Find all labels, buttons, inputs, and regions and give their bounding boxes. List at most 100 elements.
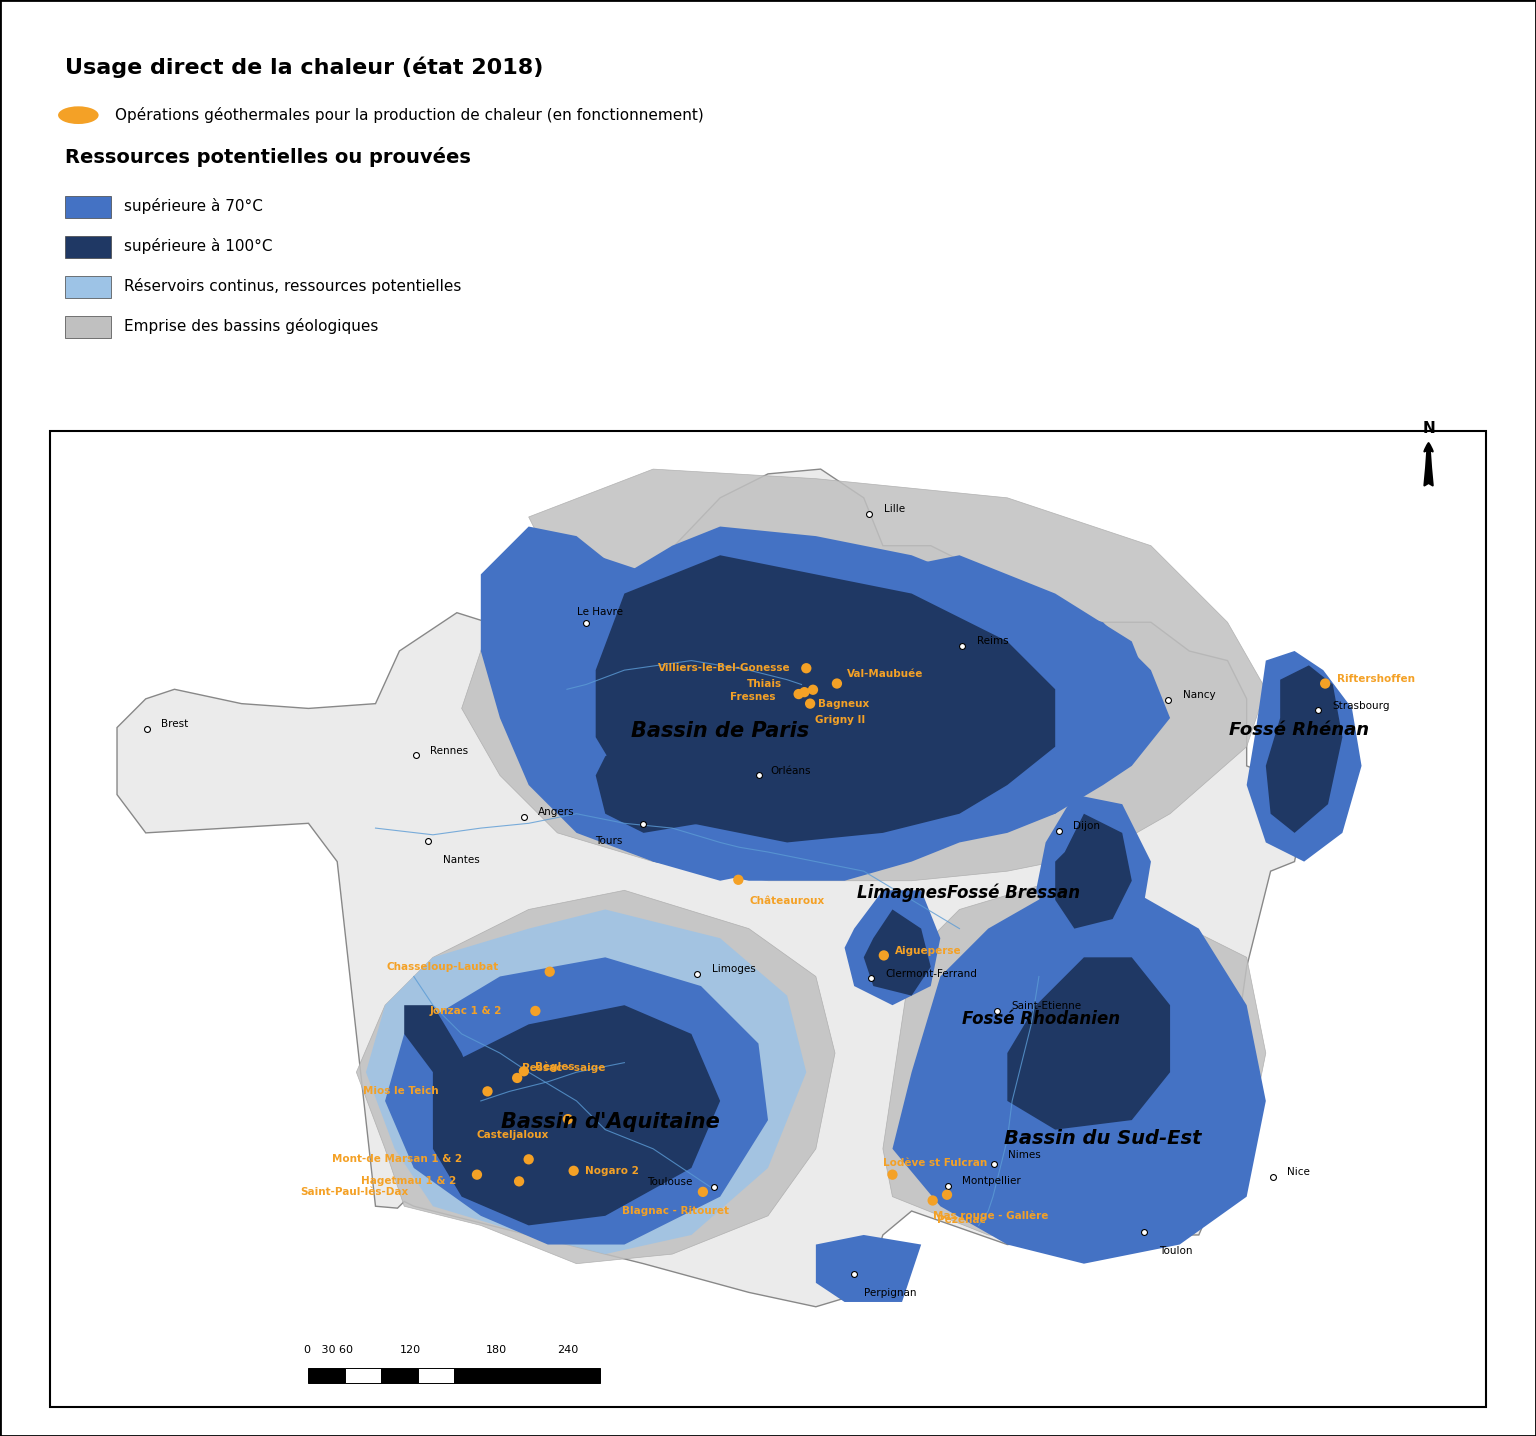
Point bbox=[516, 1147, 541, 1170]
Point bbox=[1046, 820, 1071, 843]
Text: Châteauroux: Châteauroux bbox=[750, 896, 825, 906]
Point bbox=[702, 1176, 727, 1199]
Text: 0   30 60: 0 30 60 bbox=[304, 1344, 353, 1354]
Text: Tours: Tours bbox=[594, 837, 622, 846]
Text: Hagetmau 1 & 2: Hagetmau 1 & 2 bbox=[361, 1176, 456, 1186]
Polygon shape bbox=[386, 958, 768, 1245]
Point bbox=[746, 764, 771, 787]
Polygon shape bbox=[816, 1235, 922, 1302]
Text: Lille: Lille bbox=[883, 504, 905, 514]
Text: N: N bbox=[1422, 421, 1435, 435]
Polygon shape bbox=[596, 728, 720, 833]
Bar bbox=[564, 1369, 599, 1383]
Point bbox=[786, 682, 811, 705]
Text: Montpellier: Montpellier bbox=[963, 1176, 1021, 1186]
Point bbox=[1132, 1221, 1157, 1244]
Point bbox=[685, 962, 710, 985]
Text: Toulouse: Toulouse bbox=[647, 1178, 693, 1188]
Polygon shape bbox=[462, 470, 1266, 880]
Polygon shape bbox=[1055, 814, 1132, 929]
Text: Bagneux: Bagneux bbox=[817, 699, 869, 709]
Polygon shape bbox=[863, 556, 1150, 823]
Text: Perpignan: Perpignan bbox=[863, 1288, 917, 1298]
Text: Mont-de Marsan 1 & 2: Mont-de Marsan 1 & 2 bbox=[332, 1155, 462, 1165]
Point bbox=[880, 1163, 905, 1186]
Text: Brest: Brest bbox=[161, 719, 189, 728]
Text: Fossé Rhénan: Fossé Rhénan bbox=[1229, 721, 1370, 740]
Polygon shape bbox=[1037, 794, 1150, 948]
Text: Dijon: Dijon bbox=[1074, 821, 1100, 831]
FancyBboxPatch shape bbox=[65, 276, 111, 299]
FancyBboxPatch shape bbox=[65, 316, 111, 339]
Text: Orléans: Orléans bbox=[771, 765, 811, 775]
Point bbox=[985, 999, 1009, 1022]
Text: 120: 120 bbox=[399, 1344, 421, 1354]
Point bbox=[574, 612, 599, 635]
Bar bbox=[418, 1369, 455, 1383]
Text: Nogaro 2: Nogaro 2 bbox=[585, 1166, 639, 1176]
Point bbox=[1260, 1165, 1284, 1188]
Text: supérieure à 100°C: supérieure à 100°C bbox=[124, 238, 273, 254]
Polygon shape bbox=[673, 613, 978, 804]
Point bbox=[793, 681, 817, 704]
Text: 240: 240 bbox=[558, 1344, 579, 1354]
Text: Réservoirs continus, ressources potentielles: Réservoirs continus, ressources potentie… bbox=[124, 279, 462, 294]
Text: Reims: Reims bbox=[977, 636, 1008, 646]
Point bbox=[727, 869, 751, 892]
Text: Clermont-Ferrand: Clermont-Ferrand bbox=[886, 969, 977, 978]
Text: Bassin de Paris: Bassin de Paris bbox=[631, 721, 809, 741]
FancyBboxPatch shape bbox=[65, 195, 111, 218]
Point bbox=[797, 692, 822, 715]
Text: Usage direct de la chaleur (état 2018): Usage direct de la chaleur (état 2018) bbox=[65, 57, 542, 79]
Point bbox=[507, 1170, 531, 1193]
Point bbox=[982, 1153, 1006, 1176]
Polygon shape bbox=[117, 470, 1304, 1307]
Point bbox=[465, 1163, 490, 1186]
Text: Thiais: Thiais bbox=[746, 679, 782, 689]
Point bbox=[800, 678, 825, 701]
Point bbox=[857, 503, 882, 526]
Polygon shape bbox=[481, 527, 1170, 880]
Polygon shape bbox=[845, 890, 940, 1005]
Bar bbox=[309, 1369, 346, 1383]
Point bbox=[951, 635, 975, 658]
Text: Bassin du Sud-Est: Bassin du Sud-Est bbox=[1005, 1129, 1201, 1147]
Point bbox=[825, 672, 849, 695]
Point bbox=[859, 966, 883, 989]
Text: Jonzac 1 & 2: Jonzac 1 & 2 bbox=[430, 1007, 502, 1015]
Point bbox=[794, 656, 819, 679]
Polygon shape bbox=[452, 1063, 691, 1206]
Text: Limoges: Limoges bbox=[711, 964, 756, 974]
FancyBboxPatch shape bbox=[65, 236, 111, 258]
Text: Nice: Nice bbox=[1287, 1167, 1310, 1176]
Text: Grigny II: Grigny II bbox=[816, 715, 865, 725]
Polygon shape bbox=[892, 890, 1266, 1264]
Point bbox=[920, 1189, 945, 1212]
Text: Pézenac: Pézenac bbox=[937, 1215, 986, 1225]
Point bbox=[404, 744, 429, 767]
Text: Ressources potentielles ou prouvées: Ressources potentielles ou prouvées bbox=[65, 148, 470, 168]
Text: Bègles: Bègles bbox=[536, 1061, 574, 1071]
Text: Fresnes: Fresnes bbox=[730, 692, 776, 702]
Polygon shape bbox=[1266, 665, 1342, 833]
Text: Villiers-le-Bel-Gonesse: Villiers-le-Bel-Gonesse bbox=[657, 663, 791, 673]
Point bbox=[505, 1067, 530, 1090]
Text: Bassin d'Aquitaine: Bassin d'Aquitaine bbox=[501, 1111, 719, 1132]
Text: Opérations géothermales pour la production de chaleur (en fonctionnement): Opérations géothermales pour la producti… bbox=[115, 108, 703, 123]
Circle shape bbox=[58, 106, 98, 123]
Text: Strasbourg: Strasbourg bbox=[1333, 701, 1390, 711]
Polygon shape bbox=[1247, 651, 1361, 862]
Point bbox=[630, 813, 654, 836]
Text: Chasseloup-Laubat: Chasseloup-Laubat bbox=[387, 962, 499, 972]
Point bbox=[511, 806, 536, 829]
Point bbox=[842, 1262, 866, 1285]
Text: Aigueperse: Aigueperse bbox=[895, 946, 962, 955]
Point bbox=[416, 829, 441, 852]
Polygon shape bbox=[433, 1005, 720, 1225]
Bar bbox=[346, 1369, 381, 1383]
Text: Emprise des bassins géologiques: Emprise des bassins géologiques bbox=[124, 319, 379, 335]
Text: Pessac - saige: Pessac - saige bbox=[522, 1064, 605, 1073]
Polygon shape bbox=[1008, 958, 1170, 1130]
Point bbox=[475, 1080, 499, 1103]
Polygon shape bbox=[863, 909, 931, 995]
